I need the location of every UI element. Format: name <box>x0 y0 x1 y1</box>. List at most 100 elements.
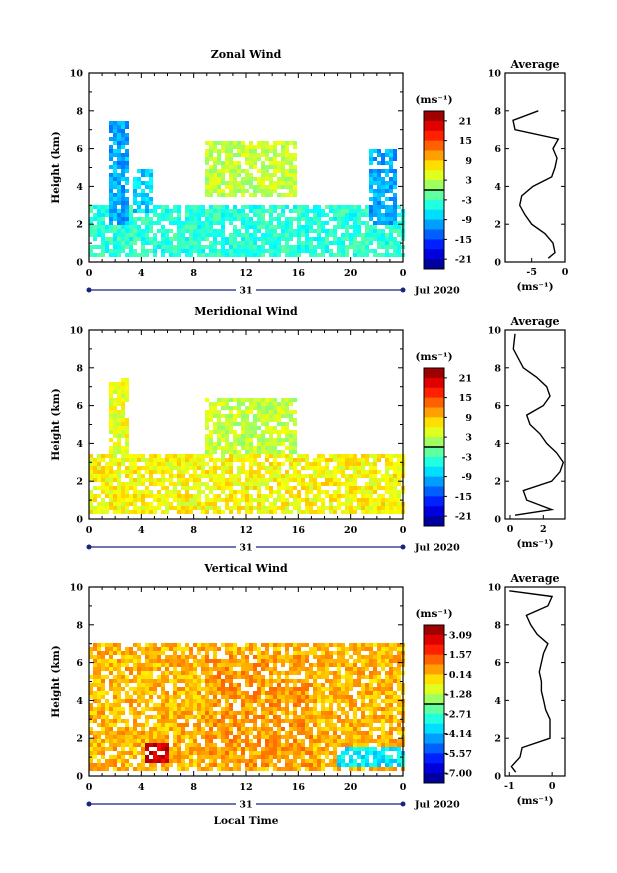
heatmap-cell <box>145 470 149 474</box>
heatmap-cell <box>281 426 285 430</box>
heatmap-cell <box>293 177 297 181</box>
heatmap-cell <box>173 474 177 478</box>
heatmap-cell <box>293 141 297 145</box>
heatmap-cell <box>149 667 153 671</box>
heatmap-cell <box>169 506 173 510</box>
heatmap-cell <box>305 763 309 767</box>
heatmap-cell <box>209 763 213 767</box>
heatmap-cell <box>169 221 173 225</box>
heatmap-cell <box>269 691 273 695</box>
heatmap-cell <box>353 703 357 707</box>
heatmap-cell <box>365 229 369 233</box>
heatmap-cell <box>221 434 225 438</box>
heatmap-cell <box>305 675 309 679</box>
heatmap-cell <box>277 751 281 755</box>
heatmap-cell <box>277 691 281 695</box>
heatmap-cell <box>257 414 261 418</box>
heatmap-cell <box>373 157 377 161</box>
heatmap-cell <box>177 229 181 233</box>
heatmap-cell <box>209 454 213 458</box>
heatmap-cell <box>129 237 133 241</box>
colorbar-segment <box>424 120 444 132</box>
heatmap-cell <box>109 651 113 655</box>
x-tick-label: 8 <box>190 268 197 279</box>
heatmap-cell <box>221 490 225 494</box>
heatmap-cell <box>245 229 249 233</box>
heatmap-cell <box>145 651 149 655</box>
heatmap-cell <box>285 169 289 173</box>
heatmap-cell <box>185 249 189 253</box>
heatmap-cell <box>101 667 105 671</box>
heatmap-cell <box>133 221 137 225</box>
heatmap-cell <box>273 153 277 157</box>
heatmap-cell <box>361 462 365 466</box>
heatmap-cell <box>121 510 125 514</box>
heatmap-cell <box>169 249 173 253</box>
heatmap-cell <box>173 482 177 486</box>
heatmap-cell <box>345 233 349 237</box>
heatmap-cell <box>257 181 261 185</box>
heatmap-cell <box>89 494 93 498</box>
heatmap-cell <box>269 490 273 494</box>
heatmap-cell <box>245 406 249 410</box>
heatmap-cell <box>121 659 125 663</box>
heatmap-cell <box>105 241 109 245</box>
heatmap-cells <box>89 643 405 771</box>
heatmap-cell <box>233 498 237 502</box>
heatmap-cell <box>105 510 109 514</box>
heatmap-cell <box>197 715 201 719</box>
heatmap-cell <box>245 233 249 237</box>
heatmap-cell <box>201 643 205 647</box>
heatmap-cell <box>309 490 313 494</box>
colorbar-segment <box>424 437 444 448</box>
heatmap-cell <box>121 233 125 237</box>
heatmap-cell <box>133 651 137 655</box>
heatmap-cell <box>321 751 325 755</box>
heatmap-cell <box>373 201 377 205</box>
heatmap-cell <box>317 683 321 687</box>
heatmap-cell <box>377 719 381 723</box>
heatmap-cell <box>241 446 245 450</box>
heatmap-cell <box>377 755 381 759</box>
heatmap-cell <box>265 193 269 197</box>
heatmap-cell <box>209 177 213 181</box>
heatmap-cell <box>205 671 209 675</box>
heatmap-cell <box>245 502 249 506</box>
heatmap-cell <box>261 402 265 406</box>
heatmap-cell <box>117 414 121 418</box>
heatmap-cell <box>373 715 377 719</box>
heatmap-cell <box>225 153 229 157</box>
heatmap-cell <box>321 671 325 675</box>
heatmap-cell <box>393 470 397 474</box>
heatmap-cell <box>277 217 281 221</box>
heatmap-cell <box>369 466 373 470</box>
colorbar-tick-label: -9 <box>461 472 472 483</box>
heatmap-cell <box>209 173 213 177</box>
heatmap-cell <box>341 651 345 655</box>
heatmap-cell <box>281 229 285 233</box>
heatmap-cell <box>257 703 261 707</box>
heatmap-cell <box>397 663 401 667</box>
heatmap-cell <box>93 707 97 711</box>
heatmap-cell <box>149 229 153 233</box>
heatmap-cell <box>125 699 129 703</box>
heatmap-cell <box>193 747 197 751</box>
heatmap-cell <box>269 659 273 663</box>
heatmap-cell <box>233 711 237 715</box>
heatmap-cell <box>133 217 137 221</box>
heatmap-cell <box>197 659 201 663</box>
heatmap-cell <box>205 450 209 454</box>
heatmap-cell <box>125 450 129 454</box>
heatmap-cell <box>285 446 289 450</box>
heatmap-cell <box>129 253 133 257</box>
heatmap-cell <box>289 442 293 446</box>
heatmap-cell <box>225 169 229 173</box>
heatmap-cell <box>197 506 201 510</box>
x-tick-label: 4 <box>138 525 145 536</box>
heatmap-cell <box>121 177 125 181</box>
heatmap-cell <box>245 715 249 719</box>
heatmap-cell <box>241 438 245 442</box>
heatmap-cell <box>373 462 377 466</box>
heatmap-cell <box>225 643 229 647</box>
